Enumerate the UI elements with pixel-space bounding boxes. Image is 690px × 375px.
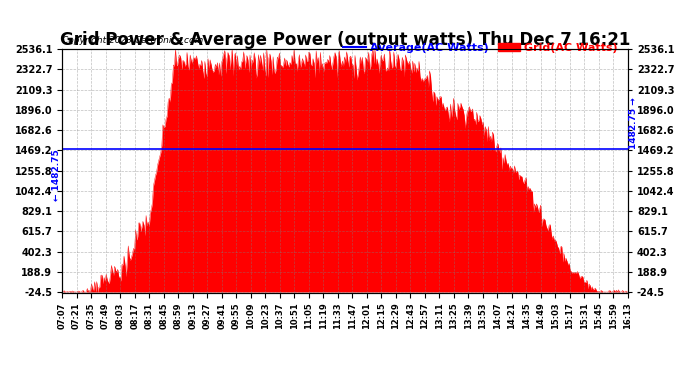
Text: Copyright 2023 Cartronics.com: Copyright 2023 Cartronics.com: [62, 36, 204, 45]
Text: 1482.75 →: 1482.75 →: [629, 98, 638, 149]
Title: Grid Power & Average Power (output watts) Thu Dec 7 16:21: Grid Power & Average Power (output watts…: [60, 31, 630, 49]
Text: ← 1482.75: ← 1482.75: [52, 149, 61, 201]
Legend: Average(AC Watts), Grid(AC Watts): Average(AC Watts), Grid(AC Watts): [339, 39, 622, 57]
